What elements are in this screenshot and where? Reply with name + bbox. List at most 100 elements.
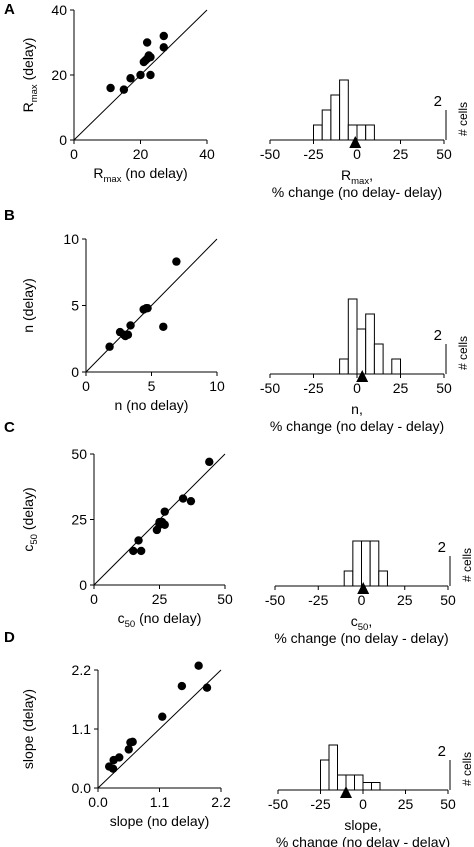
hist-x-tick-label: -25 (310, 796, 330, 812)
hist-bar (339, 358, 349, 375)
y-unit-label: # cells (460, 752, 474, 786)
mean-marker (340, 786, 352, 798)
hist-x-axis-label: % change (no delay - delay) (276, 834, 450, 847)
x-tick-label: 0 (70, 146, 78, 162)
hist-bar (361, 540, 371, 587)
hist-x-tick-label: 0 (353, 380, 361, 396)
y-tick-label: 0 (71, 364, 79, 380)
scatter-point (124, 745, 133, 754)
x-tick-label: 1.1 (150, 794, 170, 810)
y-axis-label-main: slope (delay) (20, 689, 36, 769)
scatter-point (106, 83, 115, 93)
x-axis-label: n (no delay) (115, 397, 189, 413)
hist-bar (337, 774, 347, 791)
hist-x-tick-label: 25 (397, 592, 413, 608)
x-axis-label-main: c (118, 610, 125, 626)
y-tick-label: 0 (79, 577, 87, 593)
x-axis-label-main: slope (no delay) (110, 813, 210, 829)
y-tick-label: 0.0 (72, 780, 92, 796)
hist-x-tick-label: 0 (359, 796, 367, 812)
hist-x-tick-label: -50 (260, 380, 280, 396)
scatter-point (123, 330, 133, 339)
hist-bar (391, 358, 401, 375)
unity-line (85, 238, 218, 373)
hist-bar (339, 79, 349, 141)
hist-x-tick-label: -50 (265, 592, 285, 608)
y-axis-label-main: c (20, 545, 36, 552)
hist-bar (362, 782, 372, 791)
hist-label: n, (351, 401, 363, 417)
hist-x-tick-label: -25 (308, 592, 328, 608)
scatter-point (202, 683, 212, 692)
panel-letter: D (4, 629, 15, 646)
scatter-plot: 0 5 10 0 5 10 n (no delay) n (delay) (20, 231, 225, 413)
hist-label-main: slope, (344, 817, 381, 833)
hist-x-tick-label: 50 (440, 592, 456, 608)
scatter-point (134, 536, 143, 545)
scatter-point (119, 85, 129, 94)
hist-bar (356, 124, 367, 141)
y-unit-label: # cells (460, 548, 474, 582)
hist-label-main: R (341, 167, 351, 183)
hist-bar (365, 313, 375, 375)
x-tick-label: 25 (152, 591, 168, 607)
hist-label-sub: max (351, 176, 369, 187)
histogram: -50 -25 0 25 50 2 # cells slope,% change (no de… (268, 743, 474, 847)
hist-label-main: n, (351, 401, 363, 417)
x-tick-label: 10 (209, 378, 225, 394)
scale-bar-label: 2 (438, 743, 446, 760)
hist-x-tick-label: 50 (436, 146, 452, 162)
hist-x-tick-label: 0 (353, 146, 361, 162)
x-axis-label-tail: (no delay) (135, 610, 201, 626)
y-axis-label: c50 (delay) (20, 487, 40, 551)
y-unit-label: # cells (456, 102, 470, 136)
scatter-point (146, 70, 155, 80)
x-axis-label: slope (no delay) (110, 813, 210, 829)
x-tick-label: 20 (133, 146, 149, 162)
scatter-point (177, 681, 187, 691)
y-tick-label: 50 (71, 446, 87, 462)
hist-bar (378, 570, 388, 587)
hist-bar (330, 94, 341, 141)
scatter-point (146, 52, 155, 62)
y-axis-label: slope (delay) (20, 689, 36, 769)
hist-label-tail: , (368, 613, 372, 629)
scatter-point (128, 737, 137, 747)
y-axis-label: Rmax (delay) (20, 38, 40, 113)
mean-marker (357, 582, 370, 594)
panel-letter: B (4, 207, 15, 224)
mean-marker (356, 370, 369, 382)
scatter-point (178, 494, 188, 503)
hist-bar (343, 570, 354, 587)
hist-label-tail: , (369, 167, 373, 183)
hist-x-tick-label: 50 (440, 796, 456, 812)
scale-bar-label: 2 (434, 327, 442, 344)
mean-marker (349, 136, 362, 148)
hist-bar (365, 124, 375, 141)
hist-bar (328, 744, 338, 791)
hist-bar (320, 759, 330, 791)
y-tick-label: 10 (63, 231, 79, 247)
hist-bar (354, 774, 364, 791)
hist-x-tick-label: 25 (393, 380, 409, 396)
y-axis-label-sub: max (29, 84, 40, 102)
y-axis-label-main: R (20, 102, 36, 112)
hist-x-axis-label: % change (no delay - delay) (270, 418, 444, 434)
x-tick-label: 40 (199, 146, 215, 162)
y-axis-label-sub: 50 (29, 534, 40, 545)
x-axis-label-sub: 50 (125, 619, 136, 630)
hist-bar (373, 343, 384, 375)
hist-x-axis-label: % change (no delay - delay) (274, 630, 448, 646)
hist-x-tick-label: 0 (358, 592, 366, 608)
hist-label-main: c (351, 613, 358, 629)
scatter-point (126, 321, 135, 330)
x-tick-label: 0 (90, 591, 98, 607)
x-tick-label: 0.0 (88, 794, 108, 810)
y-axis-label-main: n (delay) (20, 278, 36, 332)
